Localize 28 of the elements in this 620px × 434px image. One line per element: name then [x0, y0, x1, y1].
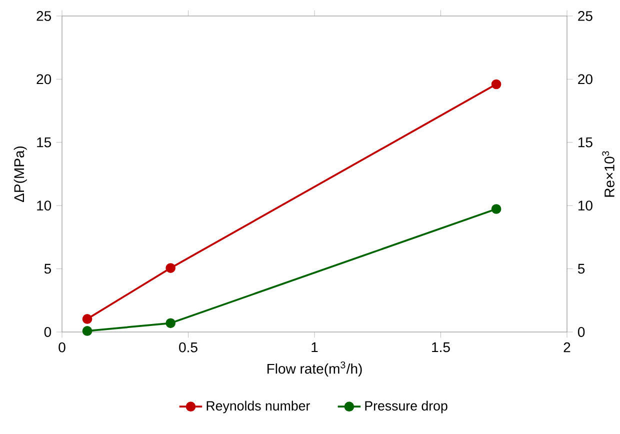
point — [491, 79, 502, 90]
y-tick-label: 0 — [44, 327, 52, 337]
point — [491, 204, 502, 214]
y-axis-title: ΔP(MPa) — [14, 146, 27, 202]
y-tick-label: 5 — [44, 264, 52, 274]
y2-tick-label: 10 — [578, 200, 592, 211]
y-tick-label: 10 — [37, 200, 52, 211]
y2-tick-label: 0 — [578, 327, 585, 337]
x-axis-title: Flow rate(m$^{3}$/h) — [267, 361, 362, 376]
x-tick-label: 0 — [58, 342, 66, 352]
point — [82, 326, 92, 336]
point — [166, 263, 176, 273]
x-tick-label: 1.5 — [432, 342, 450, 352]
x-tick-label: 1 — [312, 342, 318, 352]
point — [82, 314, 92, 324]
point — [166, 318, 176, 328]
y-tick-label: 25 — [36, 11, 52, 21]
y-tick-label: 20 — [36, 74, 52, 84]
x-tick-label: 0.5 — [179, 342, 198, 352]
y2-axis-title: Re×10$^{3}$ — [602, 151, 614, 197]
y2-tick-label: 15 — [578, 138, 592, 148]
y-tick-label: 15 — [37, 138, 52, 148]
x-tick-label: 2 — [564, 342, 570, 352]
y2-tick-label: 20 — [578, 74, 592, 84]
legend-label: Reynolds number — [206, 400, 310, 414]
legend-label: Pressure drop — [365, 400, 448, 414]
y2-tick-label: 25 — [578, 11, 592, 21]
y2-tick-label: 5 — [578, 264, 585, 274]
